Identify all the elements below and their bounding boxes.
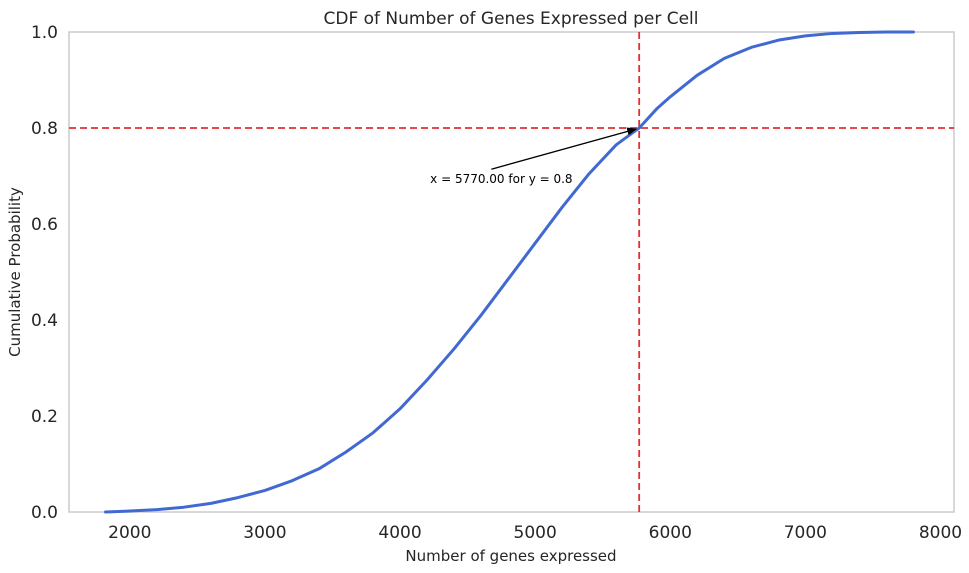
annotation-text: x = 5770.00 for y = 0.8	[430, 172, 572, 186]
plot-area	[68, 31, 955, 513]
chart-title: CDF of Number of Genes Expressed per Cel…	[324, 9, 699, 29]
y-axis-ticks: 0.0 0.2 0.4 0.6 0.8 1.0	[31, 23, 58, 523]
x-tick-label: 4000	[378, 523, 421, 543]
y-tick-label: 0.4	[31, 311, 58, 331]
y-tick-label: 1.0	[31, 23, 58, 43]
y-tick-label: 0.6	[31, 215, 58, 235]
x-tick-label: 2000	[108, 523, 151, 543]
reference-lines	[69, 32, 954, 512]
x-tick-label: 6000	[649, 523, 692, 543]
y-tick-label: 0.2	[31, 407, 58, 427]
annotation-arrow	[491, 127, 638, 170]
y-tick-label: 0.8	[31, 119, 58, 139]
series-layer	[103, 30, 915, 514]
x-tick-label: 7000	[784, 523, 827, 543]
cdf-line	[103, 30, 915, 514]
y-tick-label: 0.0	[31, 503, 58, 523]
x-tick-label: 3000	[243, 523, 286, 543]
x-tick-label: 5000	[514, 523, 557, 543]
x-axis-label: Number of genes expressed	[405, 547, 616, 565]
x-tick-label: 8000	[919, 523, 962, 543]
annotation-layer: x = 5770.00 for y = 0.8	[430, 127, 638, 186]
x-axis-ticks: 2000 3000 4000 5000 6000 7000 8000	[108, 523, 962, 543]
y-axis-label: Cumulative Probability	[6, 187, 24, 357]
